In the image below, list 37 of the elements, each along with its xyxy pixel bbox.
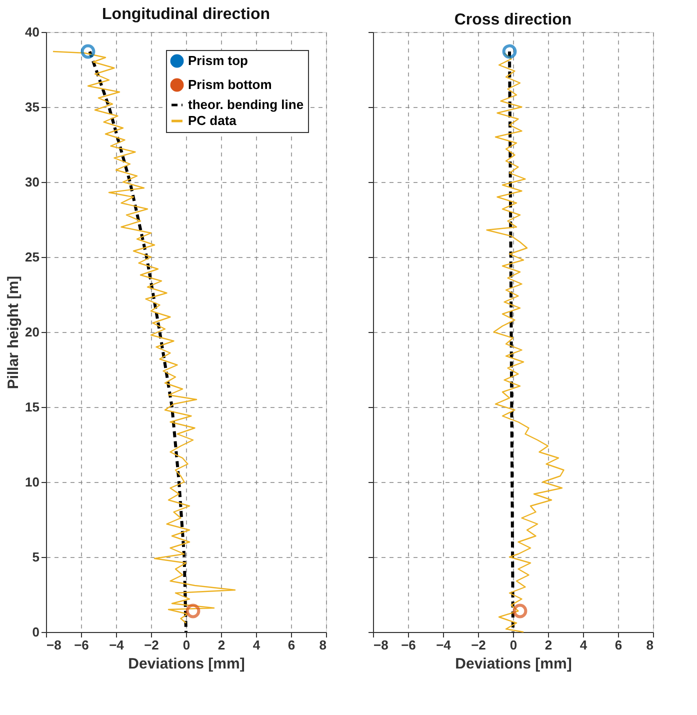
x-axis-title: Deviations [mm] bbox=[128, 656, 245, 672]
y-tick-label: 25 bbox=[25, 250, 40, 264]
y-axis-title: Pillar height [m] bbox=[5, 276, 22, 390]
y-tick-label: 20 bbox=[25, 324, 40, 340]
x-tick-label: 2 bbox=[218, 638, 226, 652]
x-tick-label: 8 bbox=[319, 638, 326, 652]
y-tick-label: 30 bbox=[25, 174, 40, 190]
x-tick-label: 4 bbox=[580, 638, 588, 652]
x-axis-title: Deviations [mm] bbox=[455, 656, 572, 672]
x-tick-label: −6 bbox=[401, 638, 416, 652]
legend-label: Prism bottom bbox=[188, 77, 272, 92]
legend-label: Prism top bbox=[188, 53, 248, 68]
x-tick-label: 4 bbox=[252, 638, 261, 652]
line-series bbox=[88, 50, 188, 634]
y-tick-label: 35 bbox=[25, 100, 40, 114]
y-tick-label: 5 bbox=[32, 550, 40, 564]
x-tick-label: −2 bbox=[144, 638, 159, 652]
x-tick-label: 6 bbox=[614, 638, 622, 652]
x-tick-label: −6 bbox=[74, 638, 89, 652]
x-tick-label: 0 bbox=[182, 638, 190, 652]
x-tick-label: 2 bbox=[544, 638, 552, 652]
y-tick-label: 0 bbox=[32, 624, 40, 640]
x-tick-label: −2 bbox=[471, 638, 486, 652]
legend-label: PC data bbox=[188, 113, 238, 128]
chart-title: Cross direction bbox=[454, 12, 572, 28]
x-tick-label: −8 bbox=[46, 638, 62, 652]
y-tick-label: 15 bbox=[25, 400, 40, 414]
x-tick-label: −8 bbox=[374, 638, 388, 652]
x-tick-label: 8 bbox=[646, 638, 654, 652]
x-tick-label: 6 bbox=[288, 638, 296, 652]
y-tick-label: 10 bbox=[25, 474, 40, 490]
chart-title: Longitudinal direction bbox=[102, 6, 270, 23]
y-tick-label: 40 bbox=[25, 24, 40, 40]
legend-label: theor. bending line bbox=[188, 97, 304, 112]
x-tick-label: −4 bbox=[436, 638, 452, 652]
x-tick-label: −4 bbox=[109, 638, 125, 652]
x-tick-label: 0 bbox=[510, 638, 518, 652]
